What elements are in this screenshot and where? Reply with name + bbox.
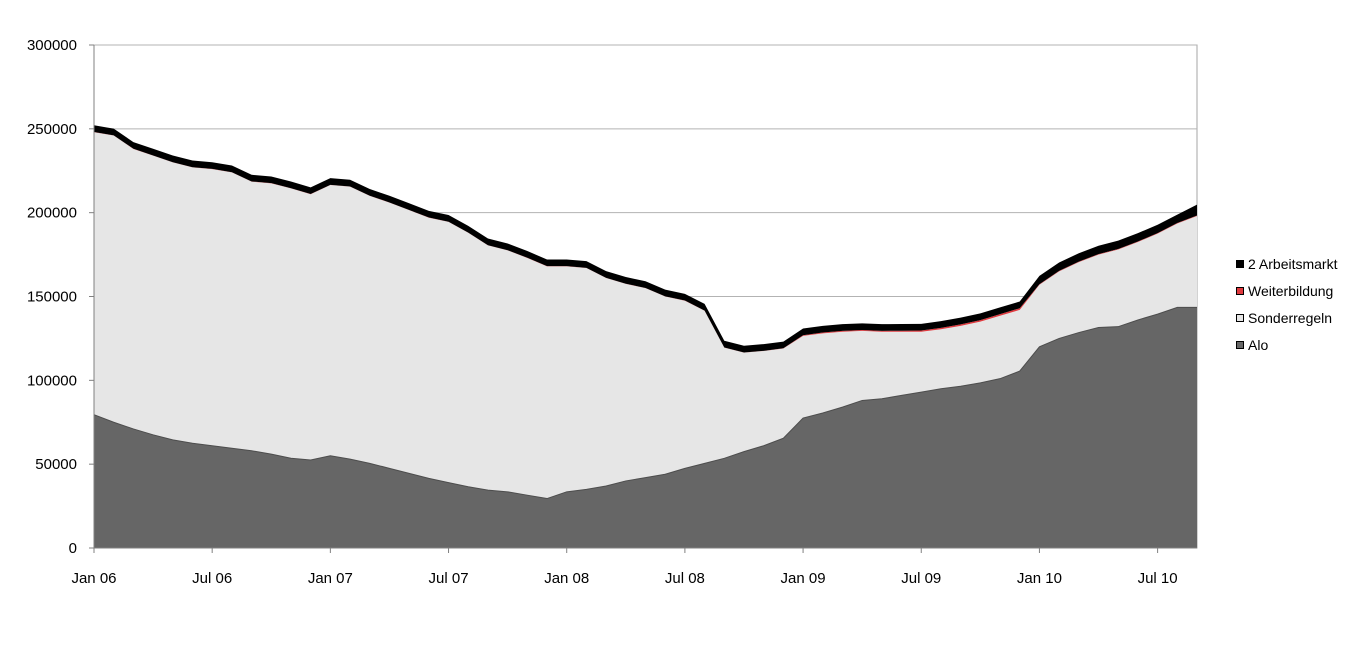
x-tick-label: Jul 08 bbox=[665, 570, 705, 587]
x-tick-label: Jul 09 bbox=[901, 570, 941, 587]
legend: 2 Arbeitsmarkt Weiterbildung Sonderregeln A… bbox=[1236, 250, 1337, 358]
x-tick-label: Jul 06 bbox=[192, 570, 232, 587]
y-tick-label: 0 bbox=[69, 540, 77, 557]
x-tick-label: Jan 10 bbox=[1017, 570, 1062, 587]
x-tick-label: Jan 09 bbox=[781, 570, 826, 587]
y-tick-label: 250000 bbox=[27, 121, 77, 138]
axis-layer bbox=[89, 44, 1197, 553]
x-tick-label: Jan 08 bbox=[544, 570, 589, 587]
legend-swatch bbox=[1236, 313, 1244, 322]
y-tick-label: 200000 bbox=[27, 205, 77, 222]
alo-boundary-line bbox=[93, 306, 1197, 500]
legend-label: Sonderregeln bbox=[1248, 309, 1333, 326]
legend-item-2-arbeitsmarkt: 2 Arbeitsmarkt bbox=[1236, 250, 1337, 277]
area-series-sonderregeln bbox=[94, 132, 1197, 499]
x-tick-label: Jul 10 bbox=[1138, 570, 1178, 587]
x-tick-label: Jan 06 bbox=[71, 570, 116, 587]
y-tick-label: 300000 bbox=[27, 37, 77, 54]
y-tick-label: 100000 bbox=[27, 372, 77, 389]
x-tick-label: Jul 07 bbox=[429, 570, 469, 587]
label-layer: 0 50000 100000 150000 200000 250000 300000 Jan … bbox=[27, 37, 1178, 587]
legend-swatch bbox=[1236, 286, 1244, 295]
y-tick-label: 150000 bbox=[27, 289, 77, 306]
x-tick-label: Jan 07 bbox=[308, 570, 353, 587]
legend-item-alo: Alo bbox=[1236, 331, 1337, 358]
legend-label: 2 Arbeitsmarkt bbox=[1248, 255, 1338, 272]
area-layer bbox=[93, 125, 1197, 548]
legend-swatch bbox=[1236, 259, 1244, 268]
legend-label: Alo bbox=[1248, 336, 1269, 353]
legend-label: Weiterbildung bbox=[1248, 282, 1334, 299]
area-series-alo bbox=[94, 307, 1197, 548]
legend-item-weiterbildung: Weiterbildung bbox=[1236, 277, 1337, 304]
legend-swatch bbox=[1236, 340, 1244, 349]
y-tick-label: 50000 bbox=[35, 456, 77, 473]
legend-item-sonderregeln: Sonderregeln bbox=[1236, 304, 1337, 331]
